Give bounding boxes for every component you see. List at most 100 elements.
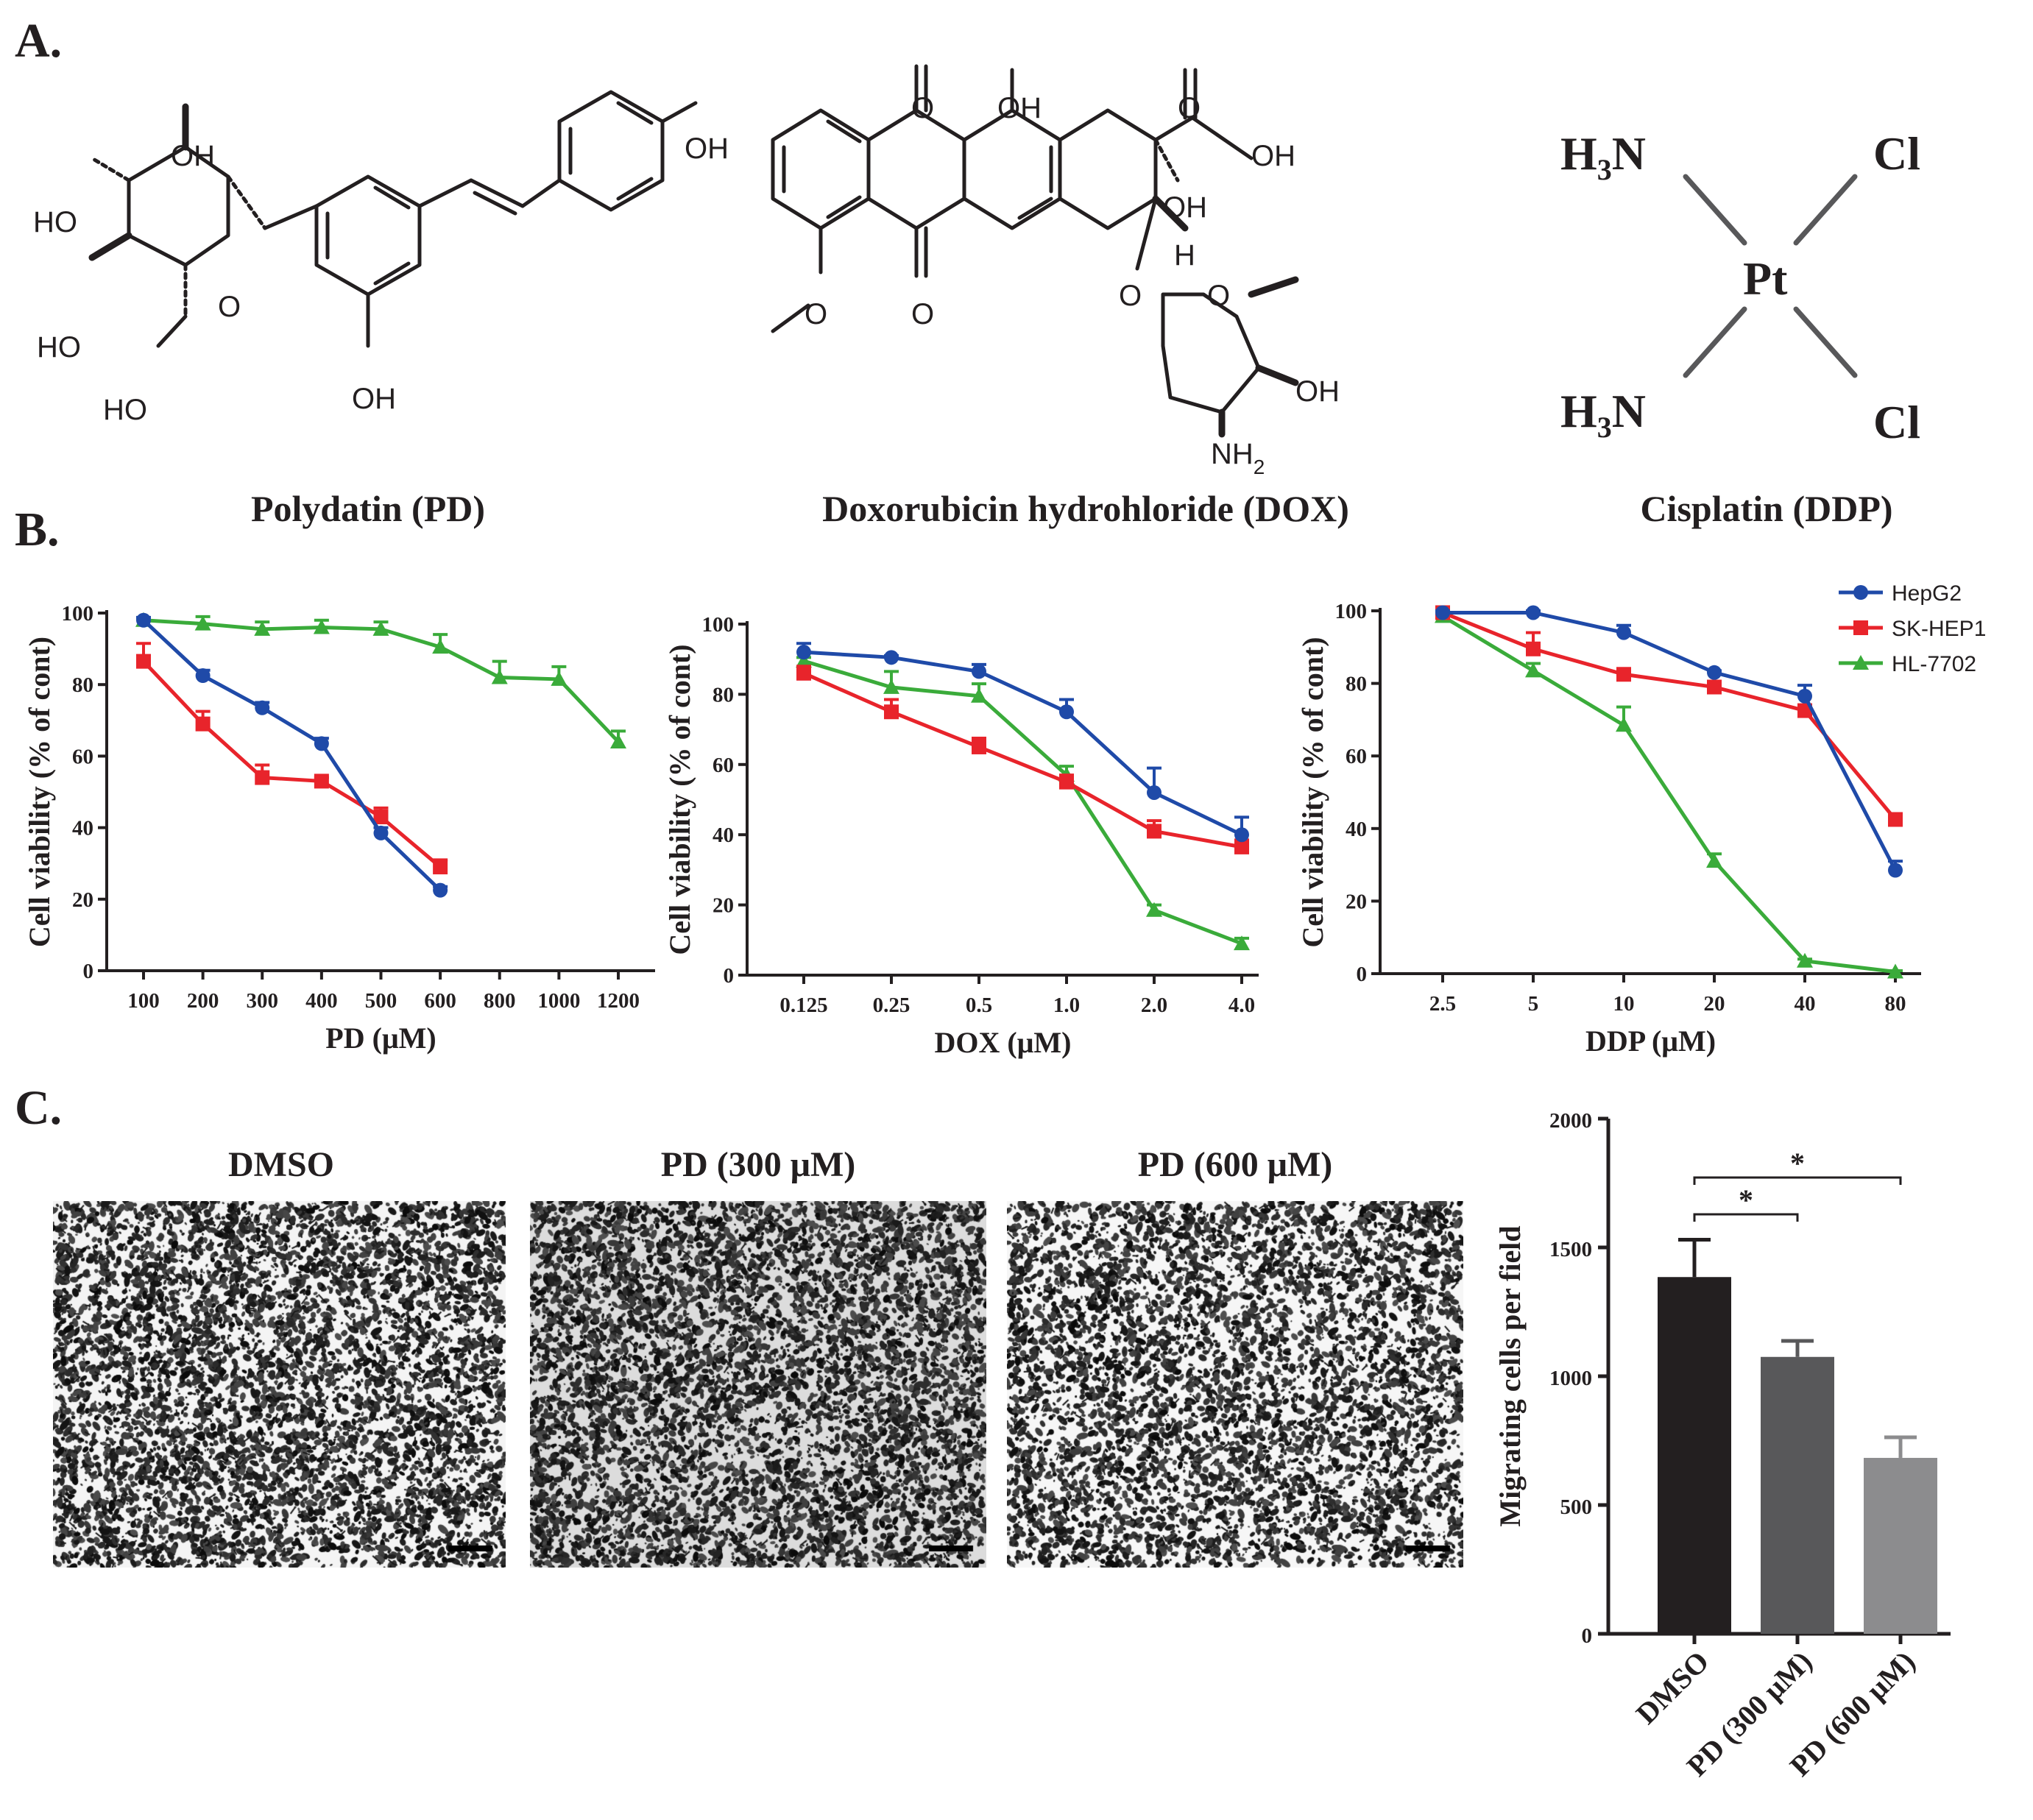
ddp-sub3-top: 3 xyxy=(1597,153,1612,186)
data-point xyxy=(1797,688,1812,704)
chart-dox-viability: 0 20 40 60 80 100 0.125 0.25 0.5 1.0 2.0 4.0 DOX (μM… xyxy=(663,613,1259,1059)
data-point xyxy=(1147,824,1162,839)
data-point xyxy=(313,619,330,634)
x-tick-label: 2.0 xyxy=(1141,994,1167,1017)
bar xyxy=(1864,1457,1937,1634)
pd-ho-mid: HO xyxy=(37,331,81,364)
legend-label-hl-7702: HL-7702 xyxy=(1892,652,1976,676)
dox-nh2: NH2 xyxy=(1211,438,1265,478)
series-hepg2 xyxy=(136,612,448,898)
x-tick-label: 200 xyxy=(187,989,219,1013)
data-point xyxy=(432,639,449,654)
micrograph-pd600 xyxy=(1007,1201,1463,1568)
series-line xyxy=(803,659,1242,946)
x-axis-label: DOX (μM) xyxy=(935,1026,1072,1059)
compound-name-dox: Doxorubicin hydrohloride (DOX) xyxy=(822,488,1349,529)
data-point xyxy=(884,704,899,720)
x-tick-label: 800 xyxy=(484,989,516,1013)
data-point xyxy=(195,716,211,732)
dox-o-top: O xyxy=(911,92,934,124)
dox-o-bottom: O xyxy=(911,298,934,330)
x-axis-label: PD (μM) xyxy=(325,1021,436,1055)
pd-oh-phenol: OH xyxy=(685,132,729,165)
ddp-h-bottom: H xyxy=(1560,385,1597,437)
data-point xyxy=(1526,605,1541,620)
y-tick-label: 20 xyxy=(72,888,93,912)
y-tick-label: 1500 xyxy=(1549,1238,1592,1261)
series-hepg2 xyxy=(1435,605,1903,878)
data-point xyxy=(314,773,329,789)
data-point xyxy=(1526,641,1541,656)
data-point xyxy=(1147,785,1162,800)
ddp-h3n-top: H3N xyxy=(1560,127,1646,186)
ddp-h3n-bottom: H3N xyxy=(1560,385,1646,444)
significance-label: * xyxy=(1739,1183,1753,1217)
chart-ddp-viability: 0 20 40 60 80 100 2.5 5 10 20 40 80 DDP (μM) Cell via… xyxy=(1296,600,1921,1058)
legend-marker xyxy=(1853,585,1868,600)
significance-bracket xyxy=(1693,1213,1799,1222)
bar xyxy=(1761,1356,1834,1634)
x-tick-label: 2.5 xyxy=(1429,992,1456,1016)
data-point xyxy=(884,650,899,665)
pd-ho-bottom: HO xyxy=(103,394,147,426)
data-point xyxy=(551,670,568,686)
data-point xyxy=(1234,839,1249,854)
y-tick-label: 0 xyxy=(1582,1624,1593,1648)
data-point xyxy=(1707,679,1722,695)
chart-migrating-cells: 0 500 1000 1500 2000 Migrating cells per fiel… xyxy=(1493,1109,1951,1782)
micrograph-pd300 xyxy=(530,1201,986,1568)
y-tick-label: 20 xyxy=(713,894,734,918)
x-tick-label: 20 xyxy=(1704,992,1725,1016)
x-tick-label: 1.0 xyxy=(1053,994,1080,1017)
data-point xyxy=(796,653,812,668)
x-tick-label: 40 xyxy=(1795,992,1816,1016)
series-sk-hep1 xyxy=(136,642,448,875)
data-point xyxy=(254,620,271,636)
data-point xyxy=(1887,963,1903,979)
dox-oh-side: OH xyxy=(1251,140,1295,172)
y-tick-label: 100 xyxy=(702,613,735,637)
data-point xyxy=(1059,704,1074,720)
pd-oh-top: OH xyxy=(171,140,215,172)
x-tick-label: 0.25 xyxy=(873,994,911,1017)
data-point xyxy=(610,733,626,748)
panel-label-c: C. xyxy=(15,1081,63,1135)
compound-name-ddp: Cisplatin (DDP) xyxy=(1640,488,1893,529)
data-point xyxy=(796,645,811,660)
dox-o-sugar: O xyxy=(1207,280,1230,312)
micrograph-title-pd600: PD (600 μM) xyxy=(1137,1145,1333,1184)
y-axis-label: Cell viability (% of cont) xyxy=(663,644,696,955)
bar xyxy=(1658,1277,1731,1634)
legend-marker xyxy=(1853,655,1869,670)
series-line xyxy=(142,618,442,892)
dox-oh-top: OH xyxy=(997,92,1042,124)
significance-label: * xyxy=(1790,1147,1805,1180)
y-tick-label: 80 xyxy=(713,683,734,707)
ddp-pt: Pt xyxy=(1743,252,1788,305)
data-point xyxy=(372,620,389,636)
data-point xyxy=(255,700,270,715)
data-point xyxy=(1616,717,1632,732)
data-point xyxy=(1888,863,1903,878)
data-point xyxy=(972,739,986,754)
data-point xyxy=(433,860,448,875)
data-point xyxy=(883,679,899,694)
data-point xyxy=(373,825,389,840)
y-axis-label: Cell viability (% of cont) xyxy=(23,637,56,947)
y-tick-label: 60 xyxy=(713,754,734,777)
significance-bracket xyxy=(1693,1176,1902,1185)
x-tick-label: 80 xyxy=(1885,992,1906,1016)
x-tick-label: 5 xyxy=(1528,992,1539,1016)
polydatin-structure xyxy=(88,90,698,348)
x-tick-label: 300 xyxy=(247,989,279,1013)
y-axis-label: Cell viability (% of cont) xyxy=(1296,637,1329,947)
ddp-sub3-bottom: 3 xyxy=(1597,411,1612,444)
dox-o-link: O xyxy=(1119,280,1142,312)
y-tick-label: 60 xyxy=(1346,745,1367,768)
y-tick-label: 40 xyxy=(72,817,93,840)
data-point xyxy=(1435,605,1450,620)
data-point xyxy=(972,664,986,679)
dox-o-keto: O xyxy=(1178,92,1201,124)
data-point xyxy=(1616,667,1631,682)
pd-o-ring: O xyxy=(218,291,241,323)
